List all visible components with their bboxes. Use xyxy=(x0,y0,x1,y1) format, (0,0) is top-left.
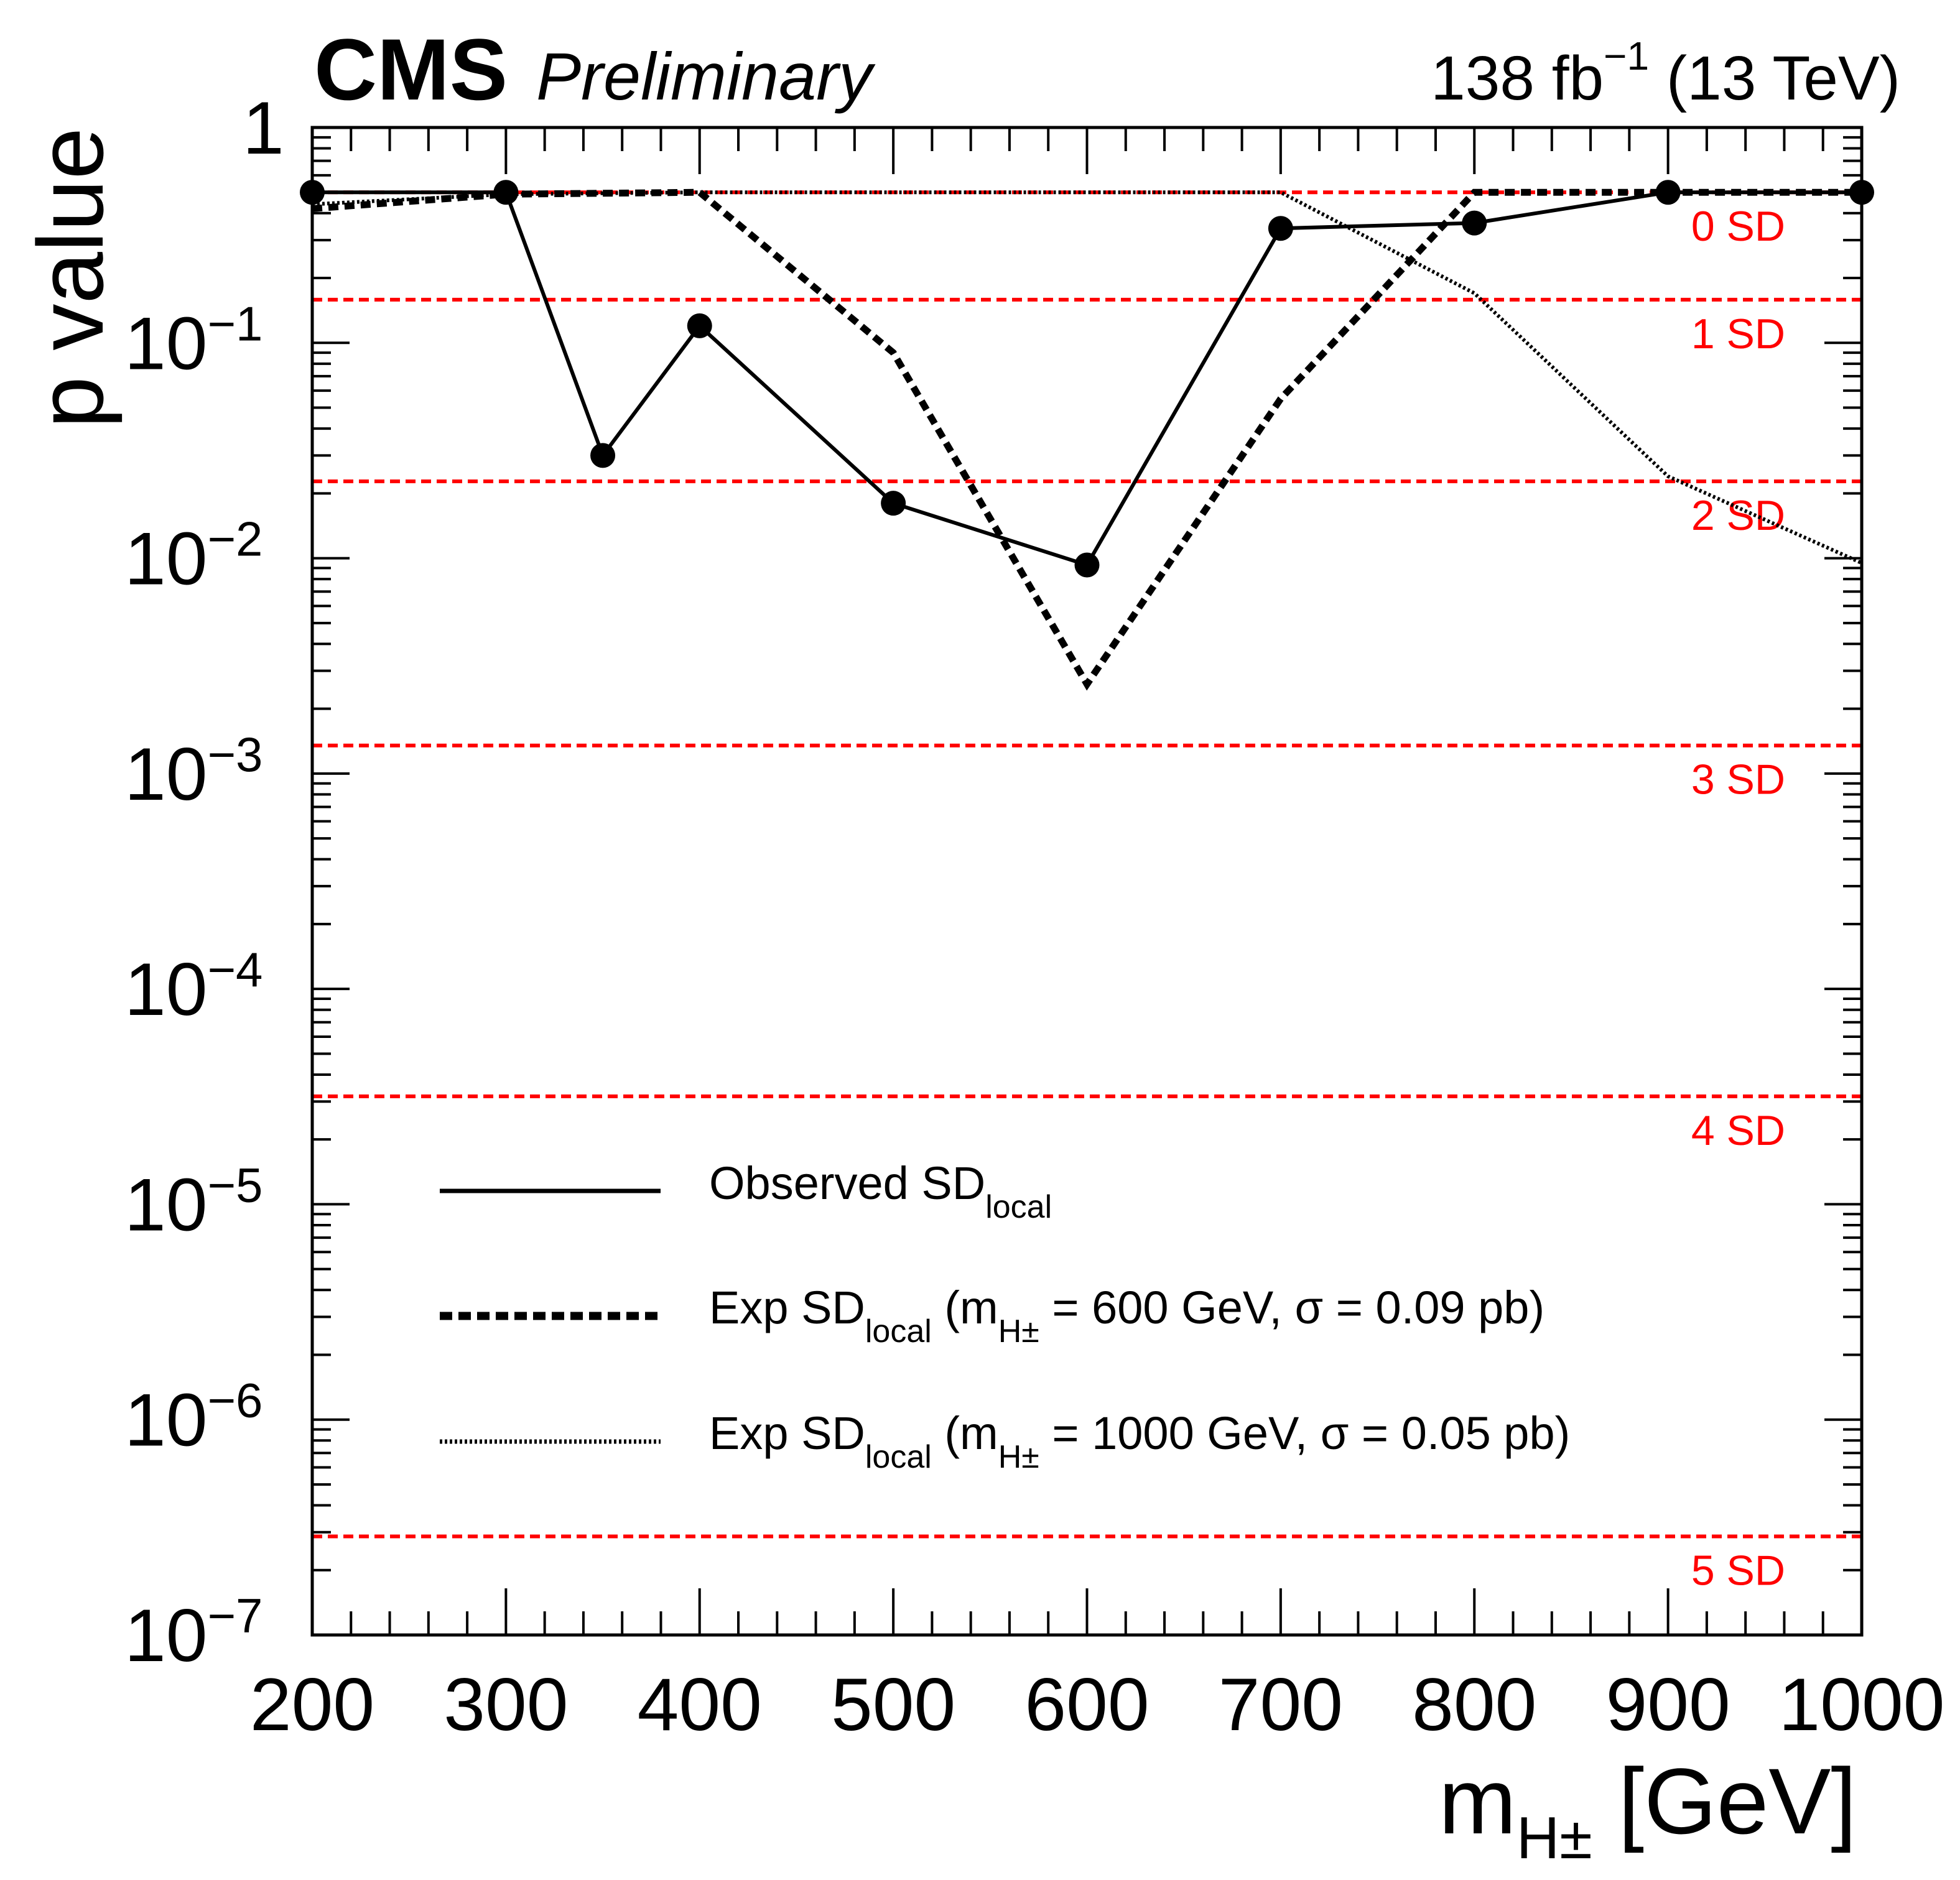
observed-point-800 xyxy=(1462,210,1487,236)
legend: Observed SDlocal Exp SDlocal (mH± = 600 … xyxy=(440,1157,1570,1475)
y-tick-label-base: 10 xyxy=(124,1379,207,1462)
preliminary-label: Preliminary xyxy=(536,39,876,114)
x-tick-label-700: 700 xyxy=(1219,1663,1343,1746)
x-axis-title-sub: H± xyxy=(1516,1805,1592,1871)
sd-label-2: 2 SD xyxy=(1691,492,1785,539)
y-tick-label-base: 1 xyxy=(243,86,284,170)
y-tick-label-base: 10 xyxy=(124,948,207,1031)
observed-point-500 xyxy=(881,491,906,516)
legend-exp1000-mid: (m xyxy=(932,1407,998,1459)
y-tick-label-base: 10 xyxy=(124,302,207,385)
y-tick-label-exponent: −7 xyxy=(207,1588,262,1643)
y-tick-label-base: 10 xyxy=(124,1163,207,1246)
legend-exp1000-sub: local xyxy=(865,1439,932,1475)
x-tick-label-900: 900 xyxy=(1606,1663,1730,1746)
y-tick-label: 10−1 xyxy=(124,296,262,385)
energy-value: (13 TeV) xyxy=(1649,44,1900,113)
observed-point-350 xyxy=(590,443,616,468)
x-tick-label-500: 500 xyxy=(831,1663,955,1746)
lumi-label: 138 fb−1 (13 TeV) xyxy=(1431,34,1900,113)
legend-observed-pre: Observed SD xyxy=(709,1157,985,1209)
y-tick-label-exponent: −2 xyxy=(207,512,262,567)
legend-exp600-mid: (m xyxy=(932,1282,998,1333)
legend-entry-observed: Observed SDlocal xyxy=(709,1157,1052,1225)
axis-tick-labels: 200 300 400 500 600 700 800 900 1000110−110−210−… xyxy=(124,86,1944,1746)
y-axis-title: p value xyxy=(18,127,123,428)
observed-point-400 xyxy=(687,313,712,338)
sd-label-1: 1 SD xyxy=(1691,310,1785,358)
x-tick-label-800: 800 xyxy=(1412,1663,1536,1746)
y-tick-label-base: 10 xyxy=(124,517,207,601)
sd-label-5: 5 SD xyxy=(1691,1547,1785,1594)
x-axis-title-main: m xyxy=(1439,1749,1516,1853)
y-tick-label-exponent: −4 xyxy=(207,942,262,997)
y-tick-label: 10−4 xyxy=(124,942,262,1031)
series-line-dotted xyxy=(312,190,1863,565)
legend-exp600-pre: Exp SD xyxy=(709,1282,865,1333)
sd-label-3: 3 SD xyxy=(1691,756,1785,803)
y-tick-label: 1 xyxy=(243,86,284,170)
y-tick-label-exponent: −3 xyxy=(207,727,262,782)
cms-label: CMS xyxy=(314,21,508,118)
y-tick-label-base: 10 xyxy=(124,1594,207,1677)
legend-exp600-post: = 600 GeV, σ = 0.09 pb) xyxy=(1039,1282,1544,1333)
data-series xyxy=(300,180,1874,691)
observed-point-700 xyxy=(1268,216,1293,241)
legend-exp600-sub: local xyxy=(865,1313,932,1350)
y-tick-label: 10−5 xyxy=(124,1157,262,1246)
lumi-exponent: −1 xyxy=(1604,34,1649,78)
series-line-dashed xyxy=(312,188,1862,691)
legend-observed-sub: local xyxy=(985,1189,1052,1225)
y-tick-label-exponent: −1 xyxy=(207,296,262,351)
sd-reference-labels: 0 SD 1 SD 2 SD 3 SD 4 SD 5 SD xyxy=(1691,203,1785,1594)
legend-exp1000-post: = 1000 GeV, σ = 0.05 pb) xyxy=(1039,1407,1570,1459)
legend-exp600-msub: H± xyxy=(998,1313,1039,1350)
y-tick-label-exponent: −6 xyxy=(207,1373,262,1428)
x-tick-label-600: 600 xyxy=(1024,1663,1149,1746)
y-tick-label: 10−2 xyxy=(124,512,262,601)
legend-exp1000-msub: H± xyxy=(998,1439,1039,1475)
legend-entry-exp1000: Exp SDlocal (mH± = 1000 GeV, σ = 0.05 pb… xyxy=(709,1407,1570,1475)
x-tick-label-1000: 1000 xyxy=(1779,1663,1945,1746)
x-tick-label-400: 400 xyxy=(638,1663,762,1746)
y-tick-label: 10−7 xyxy=(124,1588,262,1677)
y-tick-label: 10−6 xyxy=(124,1373,262,1462)
observed-point-600 xyxy=(1074,552,1100,578)
y-tick-label-base: 10 xyxy=(124,733,207,816)
sd-label-4: 4 SD xyxy=(1691,1107,1785,1154)
legend-entry-exp600: Exp SDlocal (mH± = 600 GeV, σ = 0.09 pb) xyxy=(709,1282,1544,1350)
x-tick-label-200: 200 xyxy=(250,1663,374,1746)
y-tick-label: 10−3 xyxy=(124,727,262,816)
plot-frame xyxy=(310,126,1864,1637)
x-tick-label-300: 300 xyxy=(444,1663,568,1746)
sd-label-0: 0 SD xyxy=(1691,203,1785,250)
x-axis-title-unit: [GeV] xyxy=(1592,1749,1857,1853)
lumi-value: 138 fb xyxy=(1431,44,1604,113)
y-tick-label-exponent: −5 xyxy=(207,1157,262,1212)
legend-exp1000-pre: Exp SD xyxy=(709,1407,865,1459)
x-axis-title: mH± [GeV] xyxy=(1439,1749,1857,1871)
series-line-solid xyxy=(312,190,1862,568)
